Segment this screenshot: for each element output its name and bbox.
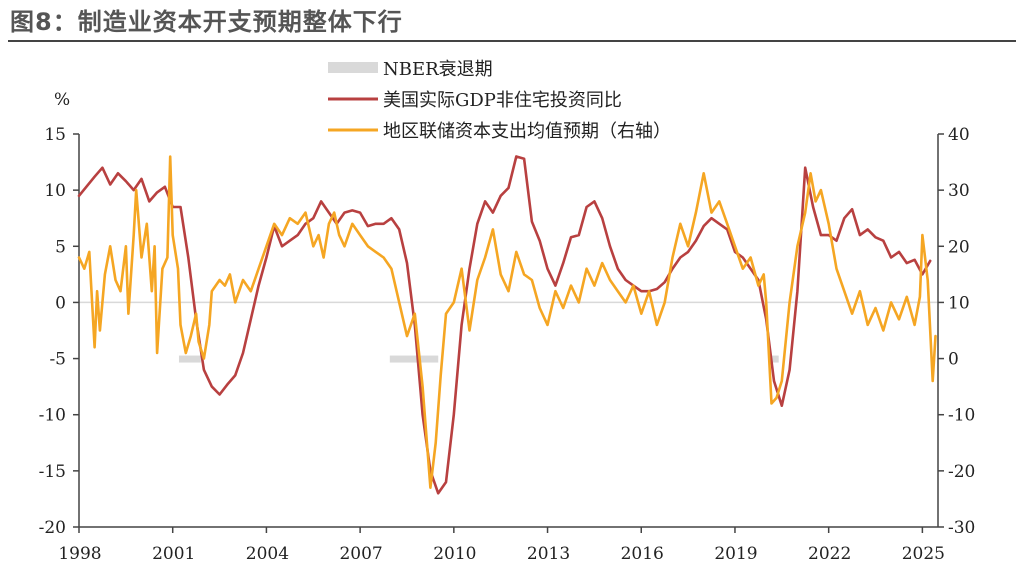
recession-bands [178,355,779,363]
left-tick-label: 15 [44,125,66,145]
right-tick-label: 10 [948,293,970,313]
left-tick-label: 5 [55,237,66,257]
title-divider [8,40,1016,42]
x-tick-label: 2010 [433,544,476,563]
recession-band [178,355,201,363]
series-line-fed-capex [77,155,937,489]
x-tick-label: 2022 [808,544,851,563]
x-tick-label: 2004 [246,544,289,563]
recession-band [769,355,779,363]
right-tick-label: 30 [948,181,970,201]
x-tick-label: 2025 [902,544,945,563]
x-tick-label: 2019 [714,544,757,563]
chart-title: 图8：制造业资本开支预期整体下行 [10,8,403,36]
x-tick-label: 2016 [621,544,664,563]
left-axis-unit: % [54,90,70,110]
series-lines [77,155,937,495]
right-tick-label: -20 [948,462,975,482]
x-tick-label: 2013 [527,544,570,563]
x-tick-label: 2001 [152,544,195,563]
left-tick-label: 10 [44,181,66,201]
x-tick-label: 1998 [58,544,101,563]
x-tick-label: 2007 [339,544,382,563]
right-tick-label: 20 [948,237,970,257]
left-tick-label: -15 [39,462,66,482]
left-tick-label: 0 [55,293,66,313]
right-tick-label: 40 [948,125,970,145]
right-tick-label: 0 [948,350,959,370]
legend-swatch-recession [328,62,378,73]
recession-band [389,355,439,363]
legend-label-fed-capex: 地区联储资本支出均值预期（右轴） [383,121,671,142]
right-tick-label: -10 [948,406,975,426]
left-tick-label: -5 [49,350,66,370]
legend-label-recession: NBER衰退期 [383,59,493,80]
legend-label-gdp-investment: 美国实际GDP非住宅投资同比 [383,90,622,111]
right-tick-label: -30 [948,518,975,538]
series-line-gdp-investment [77,155,932,495]
left-tick-label: -20 [39,518,66,538]
left-tick-label: -10 [39,406,66,426]
